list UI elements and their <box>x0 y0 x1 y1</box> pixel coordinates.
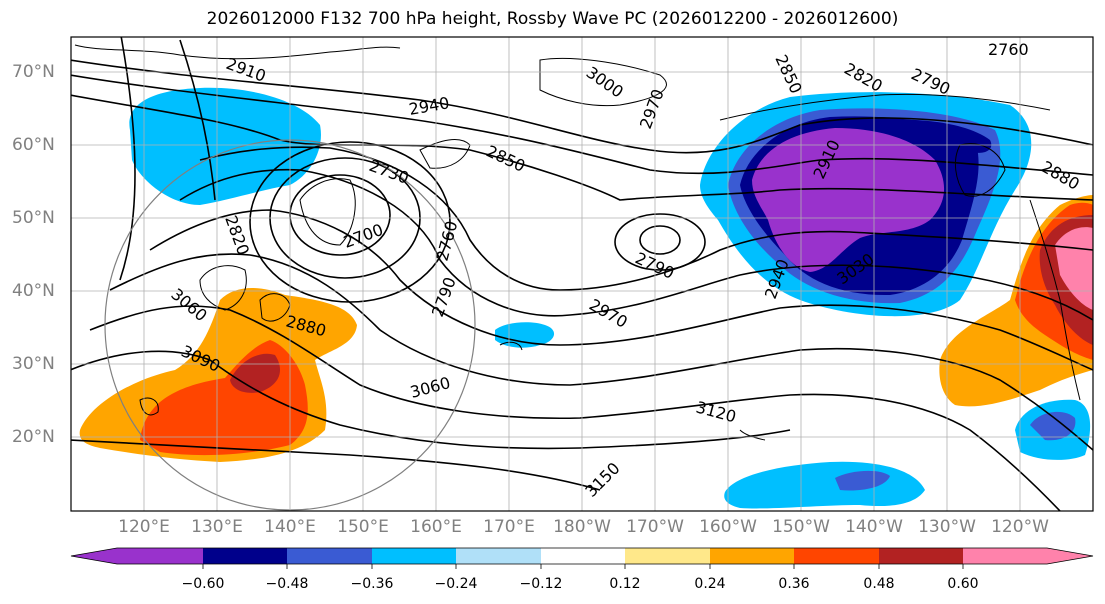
lat-label: 60°N <box>12 135 55 155</box>
colorbar-tick-label: −0.60 <box>181 576 225 592</box>
contour-label: 3000 <box>583 63 627 102</box>
lon-label: 130°W <box>918 517 976 537</box>
lon-label: 120°E <box>118 517 170 537</box>
colorbar-segment <box>203 548 287 564</box>
colorbar-segment <box>71 548 117 564</box>
lon-label: 170°E <box>483 517 535 537</box>
contour-label: 2850 <box>483 141 528 175</box>
colorbar-tick-label: −0.36 <box>350 576 394 592</box>
negative-anomaly-gulf-of-alaska <box>700 92 1032 317</box>
colorbar-segment <box>456 548 541 564</box>
colorbar-tick-label: −0.48 <box>265 576 309 592</box>
gridlines <box>71 37 1093 511</box>
lat-label: 30°N <box>12 354 55 374</box>
colorbar <box>70 547 1094 569</box>
contour-label: 2820 <box>221 213 253 258</box>
lat-label: 40°N <box>12 281 55 301</box>
contour-label: 2730 <box>367 156 412 188</box>
negative-anomaly-hawaii <box>724 461 925 509</box>
colorbar-tick-label: 0.60 <box>947 576 979 592</box>
colorbar-segment <box>541 548 625 564</box>
lon-label: 180°W <box>553 517 611 537</box>
contour-label: 2760 <box>988 40 1029 59</box>
colorbar-tick-label: −0.24 <box>434 576 478 592</box>
colorbar-segment <box>794 548 879 564</box>
lon-label: 160°W <box>699 517 757 537</box>
lon-label: 120°W <box>991 517 1049 537</box>
positive-anomaly-east-asia <box>79 288 357 462</box>
lon-label: 150°W <box>772 517 830 537</box>
lat-label: 20°N <box>12 427 55 447</box>
lon-label: 130°E <box>191 517 243 537</box>
negative-anomaly-hawaii-core <box>835 470 890 491</box>
lon-label: 150°E <box>337 517 389 537</box>
colorbar-segment <box>287 548 372 564</box>
colorbar-outline <box>70 547 1094 565</box>
contour-label: 2940 <box>407 93 450 119</box>
contour-label: 2880 <box>1038 157 1083 194</box>
colorbar-segment <box>963 548 1047 564</box>
colorbar-tick-label: 0.12 <box>609 576 641 592</box>
lat-label: 50°N <box>12 208 55 228</box>
contour-label: 3150 <box>581 459 623 501</box>
negative-anomaly-mexico-core <box>1030 411 1076 441</box>
contour-label: 2820 <box>841 59 886 96</box>
negative-anomaly-siberia <box>129 87 321 205</box>
map-frame <box>70 36 1094 512</box>
lon-label: 140°W <box>845 517 903 537</box>
colorbar-segment <box>372 548 456 564</box>
lon-label: 140°E <box>264 517 316 537</box>
contour-label: 2790 <box>428 275 460 320</box>
colorbar-tick-label: 0.24 <box>694 576 726 592</box>
lat-label: 70°N <box>12 62 55 82</box>
contour-label: 2970 <box>636 87 668 132</box>
colorbar-tick-label: 0.36 <box>778 576 810 592</box>
colorbar-segment <box>879 548 963 564</box>
map-title: 2026012000 F132 700 hPa height, Rossby W… <box>206 9 899 29</box>
colorbar-tick-label: 0.48 <box>863 576 895 592</box>
contour-label: 2970 <box>586 295 631 332</box>
contour-label: 2760 <box>433 219 462 263</box>
colorbar-segment <box>117 548 203 564</box>
lon-label: 170°W <box>626 517 684 537</box>
lon-label: 160°E <box>410 517 462 537</box>
negative-anomaly-pacific-small <box>495 322 555 348</box>
colorbar-segment <box>710 548 794 564</box>
contour-label: 3060 <box>408 373 452 402</box>
colorbar-segment <box>625 548 710 564</box>
colorbar-tick-label: −0.12 <box>519 576 563 592</box>
colorbar-segment <box>1047 548 1093 564</box>
